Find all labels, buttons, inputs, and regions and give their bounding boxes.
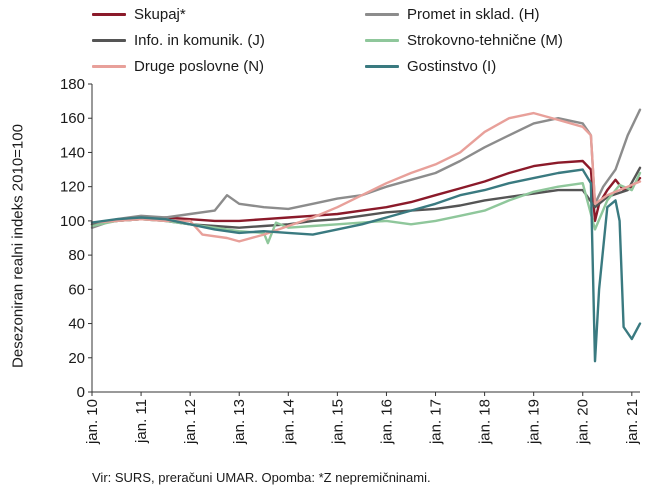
- series-lines: [90, 108, 642, 363]
- legend-label: Gostinstvo (I): [407, 58, 497, 75]
- legend-label: Skupaj*: [134, 6, 186, 23]
- y-tick-label: 80: [68, 247, 85, 264]
- x-tick-label: jan. 10: [84, 399, 101, 445]
- legend-swatch: [365, 13, 399, 16]
- legend-swatch: [365, 65, 399, 68]
- legend-label: Promet in sklad. (H): [407, 6, 540, 23]
- legend-label: Info. in komunik. (J): [134, 32, 265, 49]
- x-axis-ticks: jan. 10 jan. 11 jan. 12 jan. 13 jan. 14 jan. …: [84, 392, 641, 445]
- y-tick-label: 60: [68, 281, 85, 298]
- legend-item-info: Info. in komunik. (J): [92, 32, 265, 49]
- legend-item-promet: Promet in sklad. (H): [365, 6, 540, 23]
- y-tick-label: 120: [60, 179, 85, 196]
- legend-swatch: [92, 65, 126, 68]
- source-note: Vir: SURS, preračuni UMAR. Opomba: *Z ne…: [92, 470, 431, 485]
- legend-label: Druge poslovne (N): [134, 58, 265, 75]
- legend-item-gostinstvo: Gostinstvo (I): [365, 58, 496, 75]
- x-tick-label: jan. 14: [280, 399, 297, 445]
- legend-swatch: [92, 13, 126, 16]
- x-tick-label: jan. 15: [329, 399, 346, 445]
- y-tick-label: 100: [60, 213, 85, 230]
- x-tick-label: jan. 19: [526, 399, 543, 445]
- y-axis-ticks: 0 20 40 60 80 100 120 140 160 180: [60, 76, 92, 401]
- y-tick-label: 140: [60, 144, 85, 161]
- legend-item-skupaj: Skupaj*: [92, 6, 186, 23]
- y-tick-label: 20: [68, 350, 85, 367]
- legend-item-druge: Druge poslovne (N): [92, 58, 264, 75]
- y-tick-label: 180: [60, 76, 85, 93]
- x-tick-label: jan. 13: [231, 399, 248, 445]
- x-tick-label: jan. 16: [378, 399, 395, 445]
- legend-swatch: [365, 39, 399, 42]
- y-axis-title: Desezoniran realni indeks 2010=100: [9, 124, 27, 368]
- legend-item-strokovno: Strokovno-tehnične (M): [365, 32, 563, 49]
- x-tick-label: jan. 17: [428, 399, 445, 445]
- y-tick-label: 160: [60, 110, 85, 127]
- x-tick-label: jan. 12: [182, 399, 199, 445]
- legend-swatch: [92, 39, 126, 42]
- x-tick-label: jan. 21: [624, 399, 641, 445]
- series-line: [90, 171, 642, 245]
- y-tick-label: 40: [68, 316, 85, 333]
- x-tick-label: jan. 20: [575, 399, 592, 445]
- series-line: [90, 108, 642, 229]
- series-line: [90, 168, 642, 363]
- x-tick-label: jan. 11: [133, 399, 150, 444]
- x-tick-label: jan. 18: [477, 399, 494, 445]
- legend-label: Strokovno-tehnične (M): [407, 32, 563, 49]
- y-tick-label: 0: [77, 384, 85, 401]
